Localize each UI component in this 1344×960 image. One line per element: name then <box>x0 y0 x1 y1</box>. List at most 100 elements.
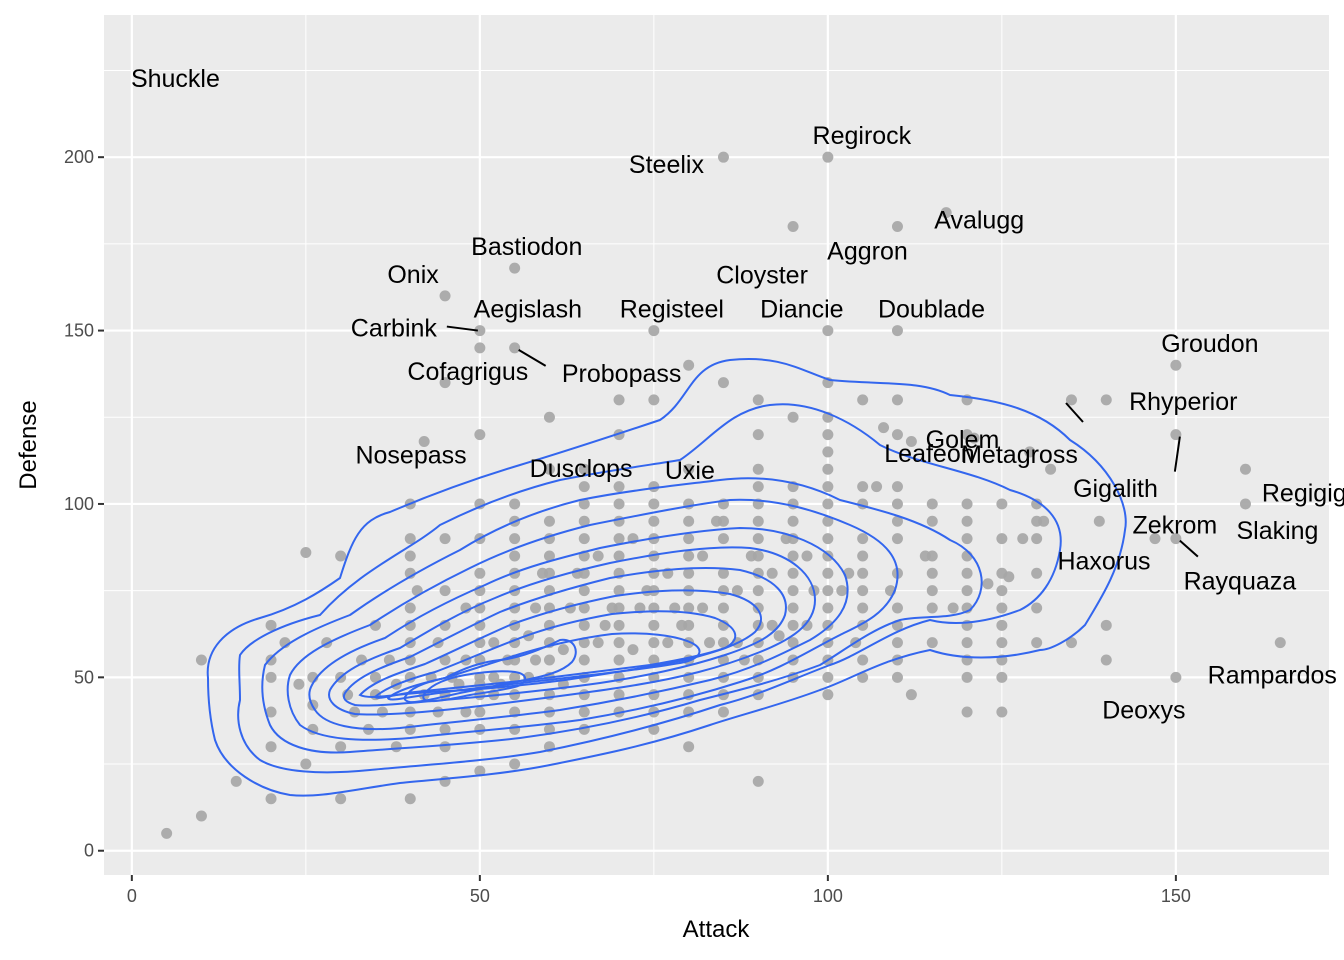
data-point <box>265 741 277 753</box>
data-point <box>543 654 555 666</box>
data-point <box>717 602 729 614</box>
point-label: Golem <box>926 426 1000 454</box>
point-label: Dusclops <box>530 455 633 483</box>
data-point <box>752 533 764 545</box>
data-point <box>418 436 430 448</box>
data-point <box>648 619 660 631</box>
data-point <box>717 637 729 649</box>
data-point <box>773 630 785 642</box>
point-label: Nosepass <box>355 442 466 470</box>
data-point <box>432 706 444 718</box>
data-point <box>857 533 869 545</box>
x-tick-label: 150 <box>1161 886 1191 906</box>
data-point <box>787 567 799 579</box>
data-point <box>926 637 938 649</box>
point-label: Regigigas <box>1262 479 1344 507</box>
x-tick-label: 50 <box>470 886 490 906</box>
density-contour <box>308 526 849 731</box>
data-point <box>578 602 590 614</box>
data-point <box>404 793 416 805</box>
data-point <box>439 290 451 302</box>
data-point <box>717 533 729 545</box>
data-point <box>613 602 625 614</box>
data-point <box>717 706 729 718</box>
data-point <box>1100 619 1112 631</box>
data-point <box>474 567 486 579</box>
data-point <box>1065 637 1077 649</box>
data-point <box>1170 359 1182 371</box>
data-point <box>509 723 521 735</box>
data-point <box>683 567 695 579</box>
data-point <box>648 394 660 406</box>
point-label: Diancie <box>760 296 843 324</box>
data-point <box>404 619 416 631</box>
data-point <box>996 498 1008 510</box>
data-point <box>857 567 869 579</box>
data-point <box>822 533 834 545</box>
data-point <box>878 422 890 434</box>
data-point <box>926 585 938 597</box>
data-point <box>578 463 590 475</box>
data-point <box>1170 671 1182 683</box>
y-tick-label: 200 <box>64 147 94 167</box>
data-point <box>1045 463 1057 475</box>
data-point <box>822 498 834 510</box>
point-label: Cloyster <box>716 262 808 290</box>
data-point <box>766 567 778 579</box>
data-point <box>578 689 590 701</box>
data-point <box>857 550 869 562</box>
point-label: Aggron <box>827 238 908 266</box>
data-point <box>1093 515 1105 527</box>
data-point <box>822 463 834 475</box>
panel-background <box>104 15 1329 875</box>
data-point <box>968 432 980 444</box>
data-point <box>822 689 834 701</box>
data-point <box>369 671 381 683</box>
data-point <box>1031 602 1043 614</box>
point-label: Probopass <box>562 360 682 388</box>
data-point <box>265 619 277 631</box>
point-label: Steelix <box>629 151 705 179</box>
data-point <box>265 706 277 718</box>
data-point <box>599 619 611 631</box>
data-point <box>543 723 555 735</box>
x-tick-label: 100 <box>813 886 843 906</box>
data-point <box>543 550 555 562</box>
data-point <box>1149 533 1161 545</box>
data-point <box>474 723 486 735</box>
data-point <box>752 463 764 475</box>
data-point <box>697 602 709 614</box>
data-point <box>543 567 555 579</box>
leader-line <box>1065 402 1084 423</box>
data-point <box>683 619 695 631</box>
data-point <box>982 578 994 590</box>
data-point <box>926 550 938 562</box>
point-label: Deoxys <box>1102 696 1185 724</box>
data-point <box>1274 637 1286 649</box>
data-point <box>265 793 277 805</box>
data-point <box>460 706 472 718</box>
point-label: Slaking <box>1236 517 1318 545</box>
point-labels: Shuckle Regirock Steelix Cloyster Avalugg Agg… <box>131 65 1344 724</box>
data-point <box>947 602 959 614</box>
data-point <box>439 723 451 735</box>
data-point <box>335 793 347 805</box>
data-point <box>509 671 521 683</box>
data-point <box>648 481 660 493</box>
data-point <box>961 498 973 510</box>
data-point <box>891 394 903 406</box>
data-point <box>822 151 834 163</box>
data-point <box>996 706 1008 718</box>
data-point <box>648 654 660 666</box>
data-point <box>439 585 451 597</box>
data-point <box>926 602 938 614</box>
data-point <box>613 550 625 562</box>
data-point <box>1031 533 1043 545</box>
data-point <box>613 515 625 527</box>
data-point <box>996 619 1008 631</box>
data-point <box>822 429 834 441</box>
point-label: Doublade <box>878 296 985 324</box>
data-point <box>891 221 903 233</box>
data-point <box>1031 498 1043 510</box>
